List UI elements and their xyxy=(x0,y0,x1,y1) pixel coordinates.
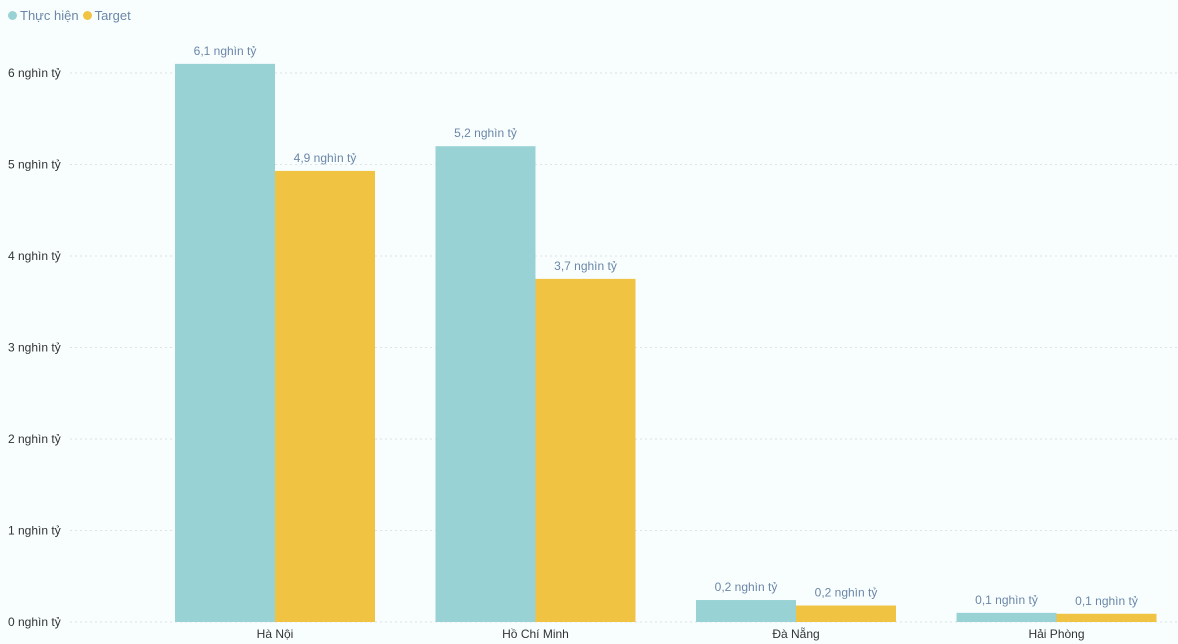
x-tick-label: Hải Phòng xyxy=(1028,627,1084,641)
legend: Thực hiện Target xyxy=(8,8,135,23)
legend-item-thuc-hien[interactable]: Thực hiện xyxy=(8,8,79,23)
legend-swatch-thuc-hien xyxy=(8,11,17,20)
y-tick-label: 1 nghìn tỷ xyxy=(8,524,61,538)
data-label: 0,1 nghìn tỷ xyxy=(975,593,1038,607)
legend-label-thuc-hien: Thực hiện xyxy=(20,8,79,23)
bar[interactable] xyxy=(1056,613,1157,622)
y-tick-label: 2 nghìn tỷ xyxy=(8,432,61,446)
data-label: 3,7 nghìn tỷ xyxy=(554,259,617,273)
bar[interactable] xyxy=(796,605,896,622)
bar[interactable] xyxy=(175,63,275,623)
y-tick-label: 0 nghìn tỷ xyxy=(8,615,61,629)
bar[interactable] xyxy=(956,612,1057,622)
bar[interactable] xyxy=(275,170,375,622)
bar[interactable] xyxy=(435,146,536,622)
data-label: 4,9 nghìn tỷ xyxy=(294,151,357,165)
data-label: 0,2 nghìn tỷ xyxy=(715,580,778,594)
y-tick-label: 4 nghìn tỷ xyxy=(8,249,61,263)
x-tick-label: Hà Nội xyxy=(257,627,294,641)
bar[interactable] xyxy=(535,278,636,622)
y-tick-label: 5 nghìn tỷ xyxy=(8,158,61,172)
y-tick-label: 6 nghìn tỷ xyxy=(8,66,61,80)
x-tick-label: Hồ Chí Minh xyxy=(502,627,569,641)
legend-item-target[interactable]: Target xyxy=(82,8,131,23)
data-label: 5,2 nghìn tỷ xyxy=(454,126,517,140)
data-label: 0,1 nghìn tỷ xyxy=(1075,594,1138,608)
y-tick-label: 3 nghìn tỷ xyxy=(8,341,61,355)
legend-swatch-target xyxy=(82,11,92,20)
data-label: 0,2 nghìn tỷ xyxy=(815,586,878,600)
x-tick-label: Đà Nẵng xyxy=(772,626,819,641)
legend-label-target: Target xyxy=(94,8,131,23)
bar[interactable] xyxy=(696,600,796,622)
data-label: 6,1 nghìn tỷ xyxy=(194,44,257,58)
